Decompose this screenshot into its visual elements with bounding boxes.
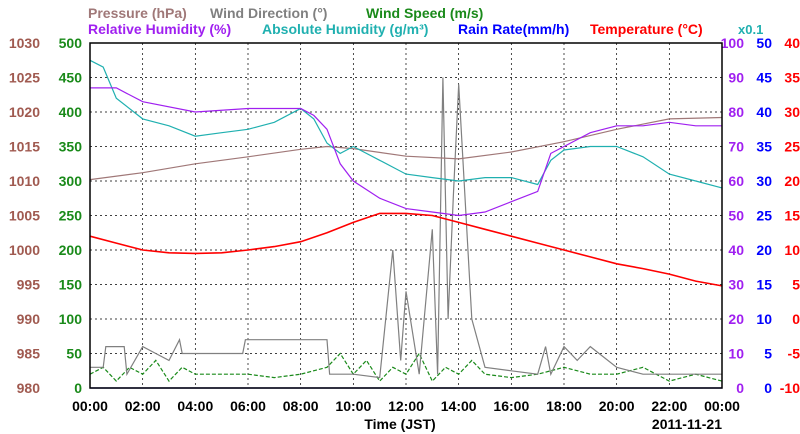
- legend-pressure: Pressure (hPa): [88, 5, 187, 21]
- tick-temp: 15: [784, 208, 800, 224]
- grid: [90, 43, 722, 388]
- tick-wind-dir: 0: [74, 380, 82, 396]
- tick-pressure: 1000: [9, 242, 40, 258]
- tick-temp: 30: [784, 104, 800, 120]
- axis-tick-labels: 1030102510201015101010051000995990985980…: [9, 35, 800, 396]
- tick-wind-dir: 100: [59, 311, 83, 327]
- tick-wind-dir: 400: [59, 104, 83, 120]
- tick-temp: 0: [792, 311, 800, 327]
- series-pressure: [89, 116, 723, 181]
- tick-pressure: 1005: [9, 208, 40, 224]
- x-tick-label: 10:00: [335, 398, 371, 414]
- tick-rain: 20: [756, 242, 772, 258]
- x-tick-label: 00:00: [704, 398, 740, 414]
- legend-rain-rate: Rain Rate(mm/h): [458, 21, 569, 37]
- tick-temp: -10: [780, 380, 800, 396]
- tick-rain: 5: [764, 346, 772, 362]
- legend-temperature: Temperature (°C): [590, 21, 703, 37]
- tick-pressure: 995: [17, 277, 41, 293]
- series-rel-hum: [90, 87, 722, 217]
- tick-temp: 20: [784, 173, 800, 189]
- tick-pressure: 1030: [9, 35, 40, 51]
- tick-humidity: 50: [728, 208, 744, 224]
- tick-temp: -5: [788, 346, 800, 362]
- x-tick-label: 06:00: [230, 398, 266, 414]
- tick-rain: 45: [756, 70, 772, 86]
- tick-wind-dir: 500: [59, 35, 83, 51]
- legend-wind-direction: Wind Direction (°): [210, 5, 327, 21]
- tick-rain: 35: [756, 139, 772, 155]
- tick-temp: 40: [784, 35, 800, 51]
- tick-temp: 25: [784, 139, 800, 155]
- tick-wind-dir: 150: [59, 277, 83, 293]
- x-tick-label: 18:00: [546, 398, 582, 414]
- tick-wind-dir: 50: [66, 346, 82, 362]
- x-tick-label: 04:00: [177, 398, 213, 414]
- tick-rain: 25: [756, 208, 772, 224]
- x-tick-label: 08:00: [283, 398, 319, 414]
- x-tick-label: 12:00: [388, 398, 424, 414]
- tick-pressure: 1015: [9, 139, 40, 155]
- tick-humidity: 20: [728, 311, 744, 327]
- legend-relative-humidity: Relative Humidity (%): [88, 21, 231, 37]
- tick-rain: 0: [764, 380, 772, 396]
- series-temp: [89, 212, 723, 287]
- x-tick-label: 20:00: [599, 398, 635, 414]
- tick-wind-dir: 200: [59, 242, 83, 258]
- tick-humidity: 60: [728, 173, 744, 189]
- x-tick-label: 16:00: [493, 398, 529, 414]
- tick-pressure: 1010: [9, 173, 40, 189]
- series-wind-speed: [89, 352, 723, 383]
- tick-wind-dir: 450: [59, 70, 83, 86]
- x-tick-label: 02:00: [125, 398, 161, 414]
- tick-humidity: 80: [728, 104, 744, 120]
- x-tick-labels: 00:00 02:00 04:00 06:00 08:00 10:00 12:00 14:00…: [72, 398, 740, 414]
- tick-humidity: 90: [728, 70, 744, 86]
- legend-absolute-humidity: Absolute Humidity (g/m³): [262, 21, 428, 37]
- tick-rain: 40: [756, 104, 772, 120]
- tick-temp: 35: [784, 70, 800, 86]
- date-label: 2011-11-21: [652, 416, 722, 432]
- tick-humidity: 40: [728, 242, 744, 258]
- tick-rain: 15: [756, 277, 772, 293]
- tick-humidity: 100: [721, 35, 745, 51]
- plot-frame: [89, 42, 723, 389]
- tick-rain: 50: [756, 35, 772, 51]
- legend-wind-speed: Wind Speed (m/s): [366, 5, 483, 21]
- tick-temp: 10: [784, 242, 800, 258]
- tick-wind-dir: 350: [59, 139, 83, 155]
- tick-pressure: 990: [17, 311, 41, 327]
- tick-pressure: 1020: [9, 104, 40, 120]
- tick-humidity: 70: [728, 139, 744, 155]
- series-wind-dir: [90, 77, 722, 379]
- tick-humidity: 0: [736, 380, 744, 396]
- tick-humidity: 10: [728, 346, 744, 362]
- abs-humidity-scale-note: x0.1: [738, 22, 763, 37]
- tick-pressure: 980: [17, 380, 41, 396]
- x-tick-label: 22:00: [651, 398, 687, 414]
- tick-rain: 10: [756, 311, 772, 327]
- x-tick-label: 14:00: [441, 398, 477, 414]
- tick-wind-dir: 300: [59, 173, 83, 189]
- tick-rain: 30: [756, 173, 772, 189]
- tick-pressure: 985: [17, 346, 41, 362]
- x-axis-label: Time (JST): [364, 416, 435, 432]
- tick-wind-dir: 250: [59, 208, 83, 224]
- tick-pressure: 1025: [9, 70, 40, 86]
- tick-humidity: 30: [728, 277, 744, 293]
- series-abs-hum: [89, 59, 723, 189]
- tick-temp: 5: [792, 277, 800, 293]
- x-tick-label: 00:00: [72, 398, 108, 414]
